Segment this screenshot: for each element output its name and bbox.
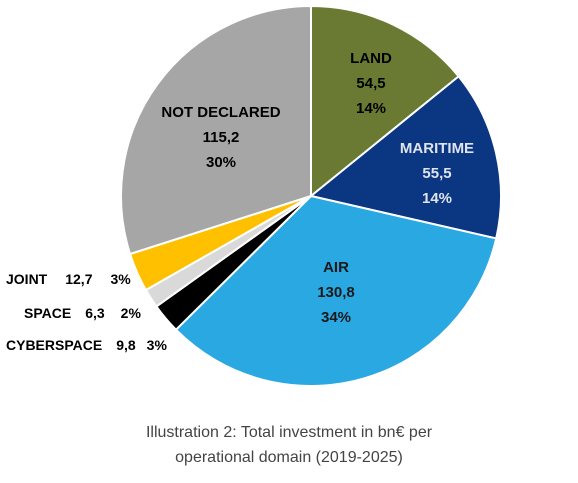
slice-percent-not-declared: 30% [206, 154, 236, 171]
slice-value-not-declared: 115,2 [203, 129, 240, 146]
slice-value-maritime: 55,5 [422, 165, 451, 182]
slice-percent-space: 2% [121, 305, 142, 321]
slice-value-cyberspace: 9,8 [116, 337, 136, 353]
caption-line-1: Illustration 2: Total investment in bn€ … [145, 424, 433, 441]
slice-external-label-cyberspace: CYBERSPACE 9,8 3% [6, 337, 167, 353]
slice-label-air: AIR [323, 259, 349, 276]
slice-label-space: SPACE [24, 305, 71, 321]
slice-value-joint: 12,7 [65, 271, 92, 287]
slice-percent-air: 34% [321, 309, 351, 326]
slice-label-cyberspace: CYBERSPACE [6, 337, 102, 353]
slice-label-not-declared: NOT DECLARED [161, 104, 280, 121]
slice-label-land: LAND [350, 50, 392, 67]
slice-percent-joint: 3% [110, 271, 131, 287]
slice-value-land: 54,5 [356, 75, 385, 92]
slice-label-joint: JOINT [6, 271, 48, 287]
slice-label-maritime: MARITIME [400, 140, 474, 157]
slice-percent-cyberspace: 3% [147, 337, 168, 353]
pie-slice-maritime [308, 74, 502, 240]
pie-slice-land [310, 4, 461, 199]
slice-external-label-space: SPACE 6,3 2% [24, 305, 141, 321]
chart-caption: Illustration 2: Total investment in bn€ … [0, 420, 578, 470]
caption-line-2: operational domain (2019-2025) [175, 449, 403, 466]
slice-percent-land: 14% [356, 100, 386, 117]
slice-value-air: 130,8 [317, 284, 355, 301]
slice-percent-maritime: 14% [422, 190, 452, 207]
pie-slice-not-declared [120, 4, 312, 256]
pie-slice-air [174, 194, 498, 387]
slice-value-space: 6,3 [85, 305, 105, 321]
slice-external-label-joint: JOINT 12,7 3% [6, 271, 131, 287]
